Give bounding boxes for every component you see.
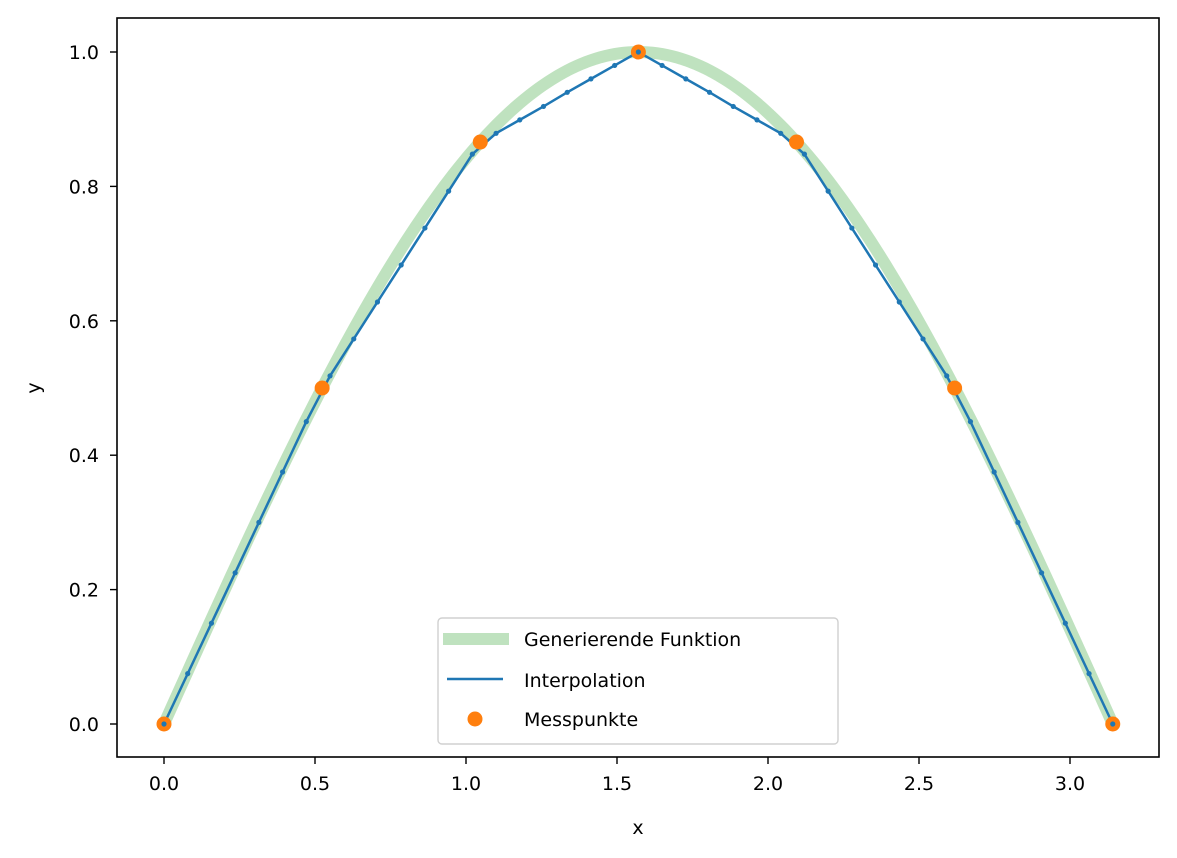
x-tick-label: 1.5 (602, 773, 632, 795)
measurement-point (472, 134, 488, 150)
y-tick-label: 0.6 (69, 311, 99, 333)
interpolation-marker (1086, 671, 1092, 677)
interpolation-marker (279, 469, 286, 475)
interpolation-marker (564, 89, 570, 95)
x-tick-label: 0.0 (149, 773, 179, 795)
y-tick-label: 0.8 (69, 176, 99, 198)
interpolation-marker (1062, 620, 1068, 626)
y-tick-label: 0.2 (69, 580, 99, 602)
interpolation-marker (161, 721, 167, 727)
y-axis-label: y (23, 382, 45, 393)
x-tick-label: 2.0 (753, 773, 783, 795)
y-tick-label: 0.4 (69, 445, 99, 467)
interpolation-marker (872, 262, 879, 268)
interpolation-marker (849, 225, 855, 231)
interpolation-marker (1110, 721, 1116, 727)
measurement-point (314, 380, 330, 396)
legend-box (437, 617, 839, 745)
interpolation-marker (801, 151, 808, 157)
x-axis-label: x (632, 817, 643, 839)
x-tick-label: 0.5 (300, 773, 330, 795)
interpolation-marker (517, 117, 523, 123)
interpolation-marker (351, 336, 357, 342)
interpolation-marker (991, 469, 997, 475)
x-tick-label: 1.0 (451, 773, 481, 795)
interpolation-marker (185, 671, 191, 677)
plot-area (156, 44, 1121, 732)
interpolation-marker (706, 89, 713, 95)
interpolation-marker (493, 130, 499, 136)
legend: Generierende Funktion Interpolation Mess… (437, 617, 839, 745)
interpolation-marker (896, 299, 902, 305)
interpolation-marker (303, 419, 309, 425)
interpolation-marker (754, 117, 760, 123)
interpolation-marker (208, 620, 215, 626)
interpolation-marker (422, 225, 428, 231)
interpolation-marker (588, 76, 594, 82)
interpolation-marker (469, 151, 475, 157)
axes-frame (116, 17, 1160, 758)
interpolation-marker (256, 519, 262, 526)
interpolation-marker (232, 570, 238, 576)
interpolation-marker (683, 76, 689, 82)
x-tick-label: 3.0 (1055, 773, 1085, 795)
x-axis-ticks: 0.0 0.5 1.0 1.5 2.0 2.5 3.0 (149, 757, 1085, 795)
y-tick-label: 0.0 (69, 714, 99, 736)
interpolation-marker (540, 103, 547, 110)
interpolation-marker (920, 336, 926, 342)
interpolation-marker (778, 130, 784, 136)
interpolation-marker (1015, 519, 1021, 526)
interpolation-marker (612, 62, 618, 69)
measurement-point (789, 134, 805, 150)
interpolation-marker (374, 299, 381, 305)
interpolation-marker (967, 419, 974, 425)
interpolation-marker (825, 188, 831, 194)
interpolation-marker (730, 103, 736, 110)
y-axis-ticks: 0.0 0.2 0.4 0.6 0.8 1.0 (69, 42, 117, 736)
interpolation-marker (398, 262, 404, 268)
interpolation-marker (944, 373, 950, 379)
legend-label-interpolation: Interpolation (524, 670, 646, 692)
interpolation-marker (659, 62, 665, 69)
measurement-point (947, 380, 963, 396)
legend-label-measurement-points: Messpunkte (524, 709, 638, 731)
interpolation-marker (327, 373, 333, 379)
interpolation-marker (446, 188, 452, 194)
interpolation-marker (1039, 570, 1045, 576)
x-tick-label: 2.5 (904, 773, 934, 795)
legend-swatch-measurement-points (467, 711, 483, 727)
interpolation-marker (635, 49, 641, 55)
legend-label-generating-function: Generierende Funktion (524, 629, 741, 651)
y-tick-label: 1.0 (69, 42, 99, 64)
